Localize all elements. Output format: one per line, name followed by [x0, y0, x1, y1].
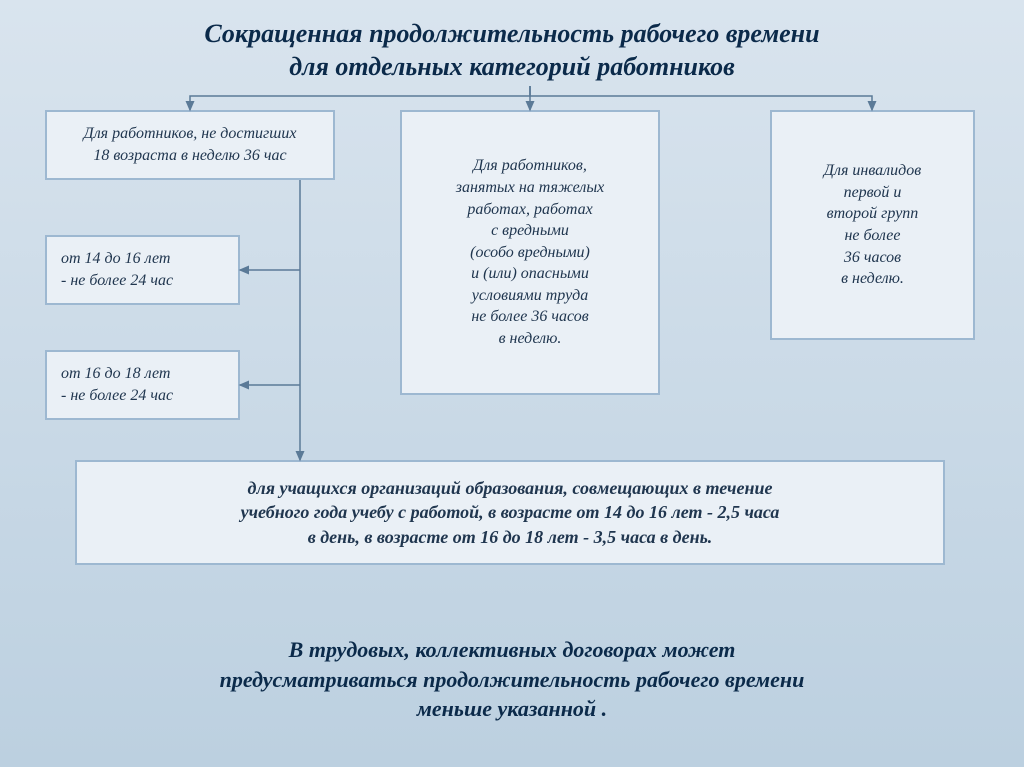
box-students-text: для учащихся организаций образования, со…: [241, 476, 780, 549]
box-students: для учащихся организаций образования, со…: [75, 460, 945, 565]
box-under18: Для работников, не достигших 18 возраста…: [45, 110, 335, 180]
connector-title-to-under18: [190, 86, 530, 110]
box-disabled-text: Для инвалидов первой и второй групп не б…: [824, 160, 921, 290]
box-disabled-groups: Для инвалидов первой и второй групп не б…: [770, 110, 975, 340]
footer-note: В трудовых, коллективных договорах может…: [0, 635, 1024, 724]
box-age-16-18: от 16 до 18 лет - не более 24 час: [45, 350, 240, 420]
box-age-16-18-text: от 16 до 18 лет - не более 24 час: [61, 363, 173, 406]
box-age-14-16-text: от 14 до 16 лет - не более 24 час: [61, 248, 173, 291]
diagram-title: Сокращенная продолжительность рабочего в…: [0, 18, 1024, 83]
box-hazardous-work: Для работников, занятых на тяжелых работ…: [400, 110, 660, 395]
connector-title-to-disabled: [530, 86, 872, 110]
box-under18-text: Для работников, не достигших 18 возраста…: [84, 123, 297, 166]
box-age-14-16: от 14 до 16 лет - не более 24 час: [45, 235, 240, 305]
box-hazardous-text: Для работников, занятых на тяжелых работ…: [456, 155, 605, 349]
